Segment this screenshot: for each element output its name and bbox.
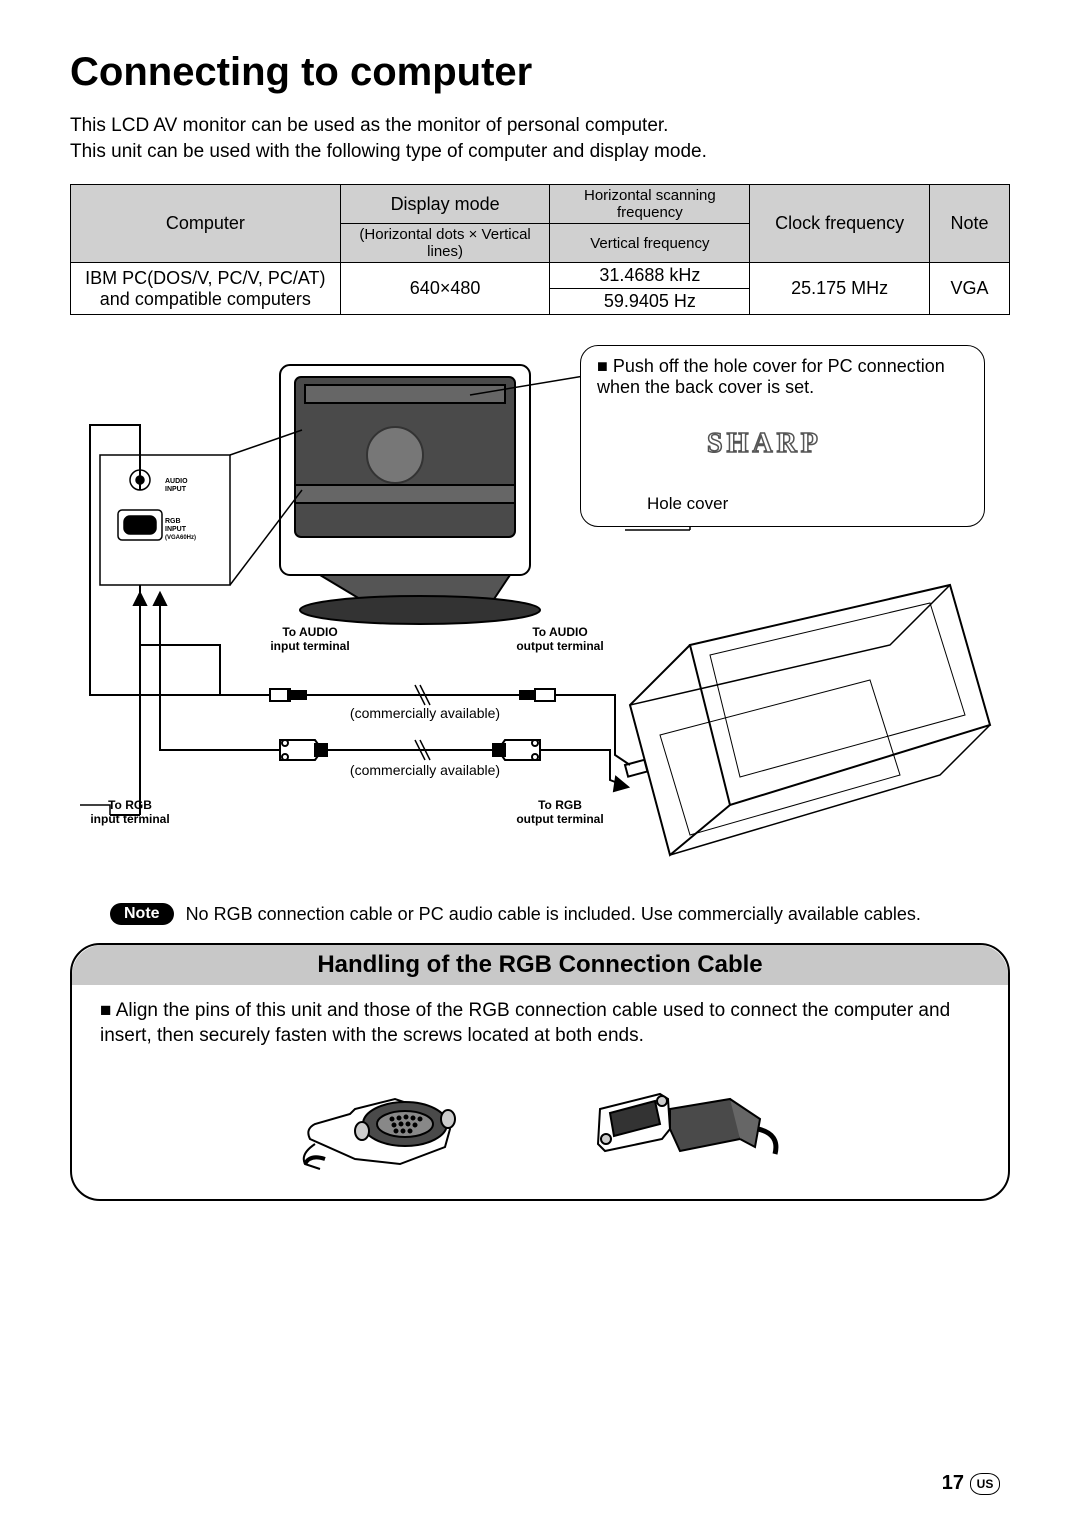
td-hfreq: 31.4688 kHz xyxy=(550,263,750,289)
page-title: Connecting to computer xyxy=(70,50,1010,95)
td-mode: 640×480 xyxy=(340,263,550,315)
td-clock: 25.175 MHz xyxy=(750,263,930,315)
th-clock: Clock frequency xyxy=(750,185,930,263)
callout-push-off-text: ■ Push off the hole cover for PC connect… xyxy=(597,356,968,398)
td-note: VGA xyxy=(930,263,1010,315)
th-display-sub: (Horizontal dots × Vertical lines) xyxy=(340,224,550,263)
td-computer: IBM PC(DOS/V, PC/V, PC/AT) and compatibl… xyxy=(71,263,341,315)
label-rgb-in-l2: input terminal xyxy=(90,812,169,826)
label-rgb-out: To RGB output terminal xyxy=(500,798,620,826)
label-audio-out-l1: To AUDIO xyxy=(532,625,587,639)
vga-connector-left-icon xyxy=(300,1069,500,1179)
page-number-value: 17 xyxy=(942,1472,964,1495)
note-row: Note No RGB connection cable or PC audio… xyxy=(110,903,1010,925)
page-number: 17 US xyxy=(942,1472,1000,1495)
label-rgb-in: To RGB input terminal xyxy=(75,798,185,826)
th-display-mode: Display mode xyxy=(340,185,550,224)
svg-text:INPUT: INPUT xyxy=(165,526,187,533)
region-badge: US xyxy=(970,1473,1000,1495)
spec-table: Computer Display mode Horizontal scannin… xyxy=(70,184,1010,315)
intro-text: This LCD AV monitor can be used as the m… xyxy=(70,113,1010,164)
connection-diagram: AUDIO INPUT RGB INPUT (VGA60Hz) xyxy=(70,335,1010,885)
td-computer-l1: IBM PC(DOS/V, PC/V, PC/AT) xyxy=(85,268,325,288)
sharp-logo: SHARP xyxy=(707,428,822,460)
td-vfreq: 59.9405 Hz xyxy=(550,289,750,315)
label-comm-avail-2: (commercially available) xyxy=(330,762,520,778)
label-audio-out: To AUDIO output terminal xyxy=(500,625,620,653)
intro-line-1: This LCD AV monitor can be used as the m… xyxy=(70,115,668,136)
port-audio-label: AUDIO xyxy=(165,478,188,485)
callout-push-off: ■ Push off the hole cover for PC connect… xyxy=(580,345,985,527)
th-computer: Computer xyxy=(71,185,341,263)
td-computer-l2: and compatible computers xyxy=(100,289,311,309)
label-audio-in-l1: To AUDIO xyxy=(282,625,337,639)
th-vfreq: Vertical frequency xyxy=(550,224,750,263)
label-audio-in-l2: input terminal xyxy=(270,639,349,653)
note-text: No RGB connection cable or PC audio cabl… xyxy=(186,904,921,925)
label-rgb-out-l1: To RGB xyxy=(538,798,582,812)
note-badge: Note xyxy=(110,903,174,925)
svg-text:RGB: RGB xyxy=(165,518,181,525)
svg-text:(VGA60Hz): (VGA60Hz) xyxy=(165,535,196,541)
hole-cover-label: Hole cover xyxy=(647,494,728,514)
handling-body: ■ Align the pins of this unit and those … xyxy=(72,985,1008,1058)
handling-header: Handling of the RGB Connection Cable xyxy=(72,945,1008,985)
connector-illustration xyxy=(72,1069,1008,1179)
svg-text:INPUT: INPUT xyxy=(165,486,187,493)
label-audio-in: To AUDIO input terminal xyxy=(255,625,365,653)
th-hfreq: Horizontal scanning frequency xyxy=(550,185,750,224)
intro-line-2: This unit can be used with the following… xyxy=(70,141,707,162)
label-rgb-in-l1: To RGB xyxy=(108,798,152,812)
label-audio-out-l2: output terminal xyxy=(516,639,603,653)
label-rgb-out-l2: output terminal xyxy=(516,812,603,826)
label-comm-avail-1: (commercially available) xyxy=(330,705,520,721)
handling-box: Handling of the RGB Connection Cable ■ A… xyxy=(70,943,1010,1200)
th-note: Note xyxy=(930,185,1010,263)
vga-connector-right-icon xyxy=(580,1069,780,1179)
